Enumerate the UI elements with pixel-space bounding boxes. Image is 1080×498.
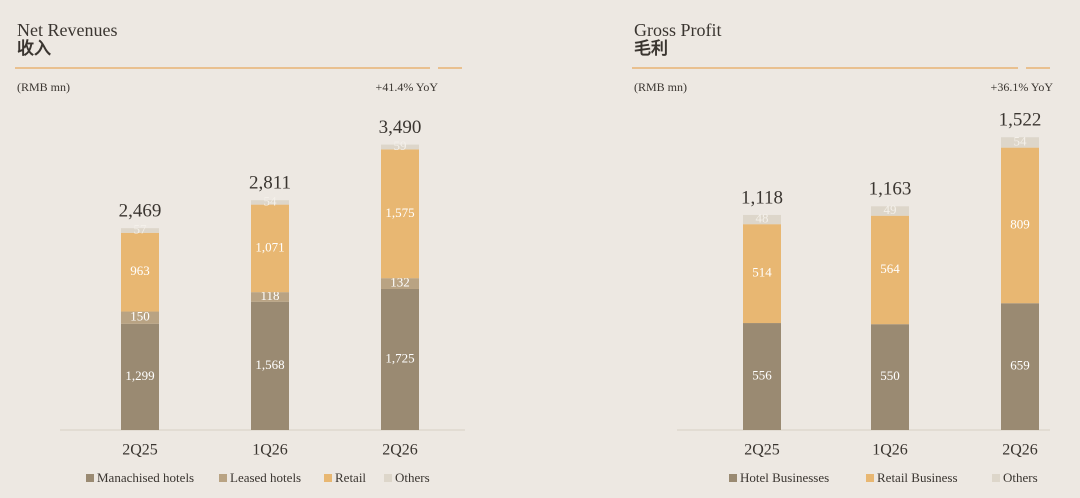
data-label: 150 — [130, 309, 150, 324]
bar-segment — [251, 301, 289, 430]
unit-label: (RMB mn) — [17, 80, 70, 94]
data-label: 1,725 — [385, 350, 414, 365]
total-label: 2,469 — [119, 201, 162, 222]
data-label: 514 — [752, 265, 772, 280]
bar-segment — [1001, 147, 1039, 304]
yoy-annotation: +36.1% YoY — [991, 80, 1054, 94]
data-label: 48 — [756, 211, 769, 226]
bar-segment — [121, 323, 159, 430]
legend-label: Retail — [335, 470, 366, 485]
legend-swatch — [729, 474, 737, 482]
x-tick-label: 1Q26 — [872, 442, 908, 459]
bar-segment — [381, 288, 419, 430]
total-label: 1,522 — [999, 110, 1042, 131]
chart-subtitle: 收入 — [17, 38, 51, 58]
legend-swatch — [866, 474, 874, 482]
data-label: 59 — [394, 138, 407, 153]
data-label: 1,568 — [255, 357, 284, 372]
total-label: 1,163 — [869, 179, 912, 200]
yoy-annotation: +41.4% YoY — [376, 80, 439, 94]
data-label: 659 — [1010, 358, 1030, 373]
legend-label: Manachised hotels — [97, 470, 194, 485]
data-label: 963 — [130, 263, 150, 278]
bar-segment — [1001, 303, 1039, 430]
legend-label: Retail Business — [877, 470, 958, 485]
x-tick-label: 2Q26 — [382, 442, 418, 459]
bar-segment — [743, 214, 781, 225]
x-tick-label: 2Q25 — [122, 442, 158, 459]
chart-title: Gross Profit — [634, 20, 722, 40]
data-label: 1,071 — [255, 239, 284, 254]
bar-segment — [121, 232, 159, 312]
data-label: 54 — [1014, 133, 1028, 148]
chart-subtitle: 毛利 — [634, 38, 668, 58]
bar-segment — [121, 228, 159, 233]
legend-swatch — [384, 474, 392, 482]
chart-title: Net Revenues — [17, 20, 117, 40]
data-label: 132 — [390, 275, 410, 290]
data-label: 564 — [880, 261, 900, 276]
bar-segment — [121, 311, 159, 324]
legend-label: Others — [395, 470, 430, 485]
legend-swatch — [219, 474, 227, 482]
legend-swatch — [86, 474, 94, 482]
unit-label: (RMB mn) — [634, 80, 687, 94]
bar-segment — [871, 324, 909, 430]
data-label: 550 — [880, 368, 900, 383]
data-label: 1,575 — [385, 205, 414, 220]
bar-segment — [871, 215, 909, 325]
legend-swatch — [992, 474, 1000, 482]
bar-segment — [381, 149, 419, 279]
bar-segment — [743, 323, 781, 430]
data-label: 57 — [134, 221, 148, 236]
bar-segment — [743, 224, 781, 324]
x-tick-label: 1Q26 — [252, 442, 288, 459]
data-label: 54 — [264, 193, 278, 208]
legend-label: Others — [1003, 470, 1038, 485]
data-label: 1,299 — [125, 368, 154, 383]
bar-segment — [251, 292, 289, 302]
bar-segment — [871, 206, 909, 216]
bar-segment — [381, 278, 419, 289]
legend-label: Leased hotels — [230, 470, 301, 485]
bar-segment — [251, 204, 289, 293]
data-label: 556 — [752, 368, 772, 383]
total-label: 3,490 — [379, 117, 422, 138]
bar-segment — [1001, 137, 1039, 148]
legend-swatch — [324, 474, 332, 482]
bar-segment — [251, 200, 289, 205]
x-tick-label: 2Q26 — [1002, 442, 1038, 459]
bar-segment — [381, 144, 419, 150]
data-label: 809 — [1010, 216, 1030, 231]
total-label: 1,118 — [741, 187, 783, 208]
data-label: 49 — [884, 202, 897, 217]
x-tick-label: 2Q25 — [744, 442, 780, 459]
legend-label: Hotel Businesses — [740, 470, 829, 485]
total-label: 2,811 — [249, 173, 291, 194]
